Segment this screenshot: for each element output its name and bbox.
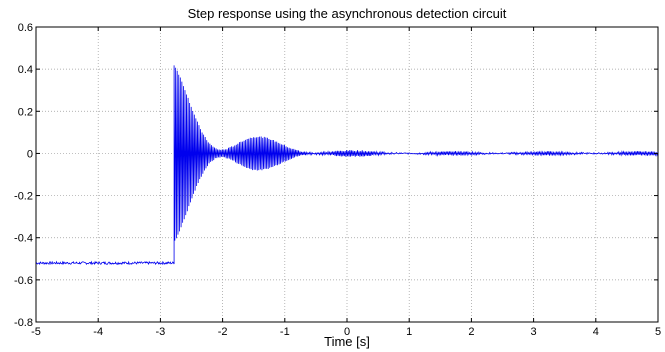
y-tick-label: -0.6 bbox=[14, 275, 33, 287]
y-tick-label: 0.2 bbox=[18, 106, 33, 118]
x-tick-label: -4 bbox=[93, 326, 103, 338]
y-tick-label: -0.8 bbox=[14, 317, 33, 329]
grid bbox=[36, 27, 658, 322]
x-tick-label: -2 bbox=[218, 326, 228, 338]
series-layer bbox=[35, 65, 659, 266]
y-tick-label: 0.4 bbox=[18, 64, 33, 76]
x-axis-label: Time [s] bbox=[324, 334, 370, 349]
x-tick-label: -3 bbox=[156, 326, 166, 338]
x-tick-label: 5 bbox=[655, 326, 661, 338]
y-axis-ticks: -0.8 -0.6 -0.4 -0.2 0 0.2 0.4 0.6 bbox=[14, 22, 658, 329]
y-tick-label: 0.6 bbox=[18, 22, 33, 34]
chart-title: Step response using the asynchronous det… bbox=[188, 6, 507, 21]
y-tick-label: 0 bbox=[27, 148, 33, 160]
x-tick-label: 2 bbox=[468, 326, 474, 338]
y-tick-label: -0.4 bbox=[14, 233, 33, 245]
x-tick-label: -5 bbox=[31, 326, 41, 338]
x-tick-label: -1 bbox=[280, 326, 290, 338]
x-tick-label: 1 bbox=[406, 326, 412, 338]
x-tick-label: 0 bbox=[344, 326, 350, 338]
series-line bbox=[35, 65, 659, 266]
x-tick-label: 3 bbox=[531, 326, 537, 338]
y-tick-label: -0.2 bbox=[14, 191, 33, 203]
x-tick-label: 4 bbox=[593, 326, 599, 338]
x-axis-ticks: -5 -4 -3 -2 -1 0 1 2 3 4 5 bbox=[31, 27, 661, 338]
